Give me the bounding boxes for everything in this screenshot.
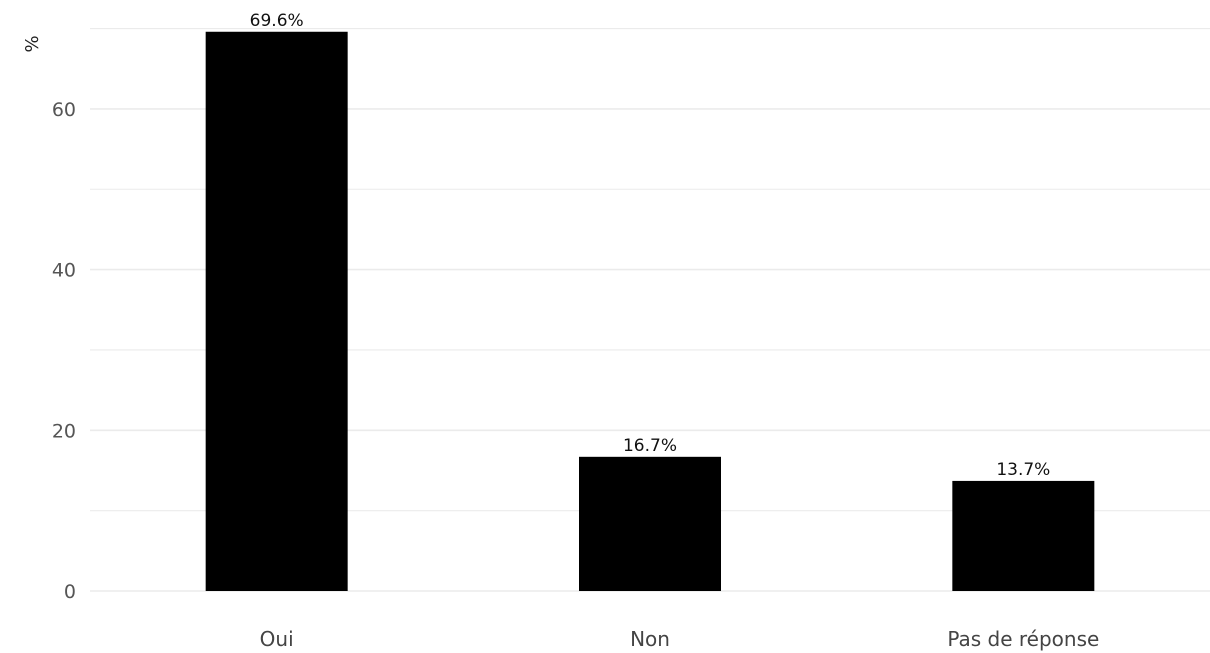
bars xyxy=(205,31,1095,592)
x-tick-label: Pas de réponse xyxy=(947,627,1099,651)
bar-value-label: 69.6% xyxy=(250,11,304,31)
x-axis-ticks: Oui Non Pas de réponse xyxy=(260,627,1100,651)
y-axis-label: % xyxy=(22,35,43,52)
x-tick-label: Oui xyxy=(260,627,294,651)
y-tick-label: 60 xyxy=(52,99,76,121)
y-tick-label: 40 xyxy=(52,260,76,282)
bar xyxy=(952,480,1095,591)
y-axis-ticks: 0 20 40 60 xyxy=(52,99,76,603)
x-tick-label: Non xyxy=(630,627,670,651)
y-tick-label: 0 xyxy=(64,581,76,603)
bar-value-label: 16.7% xyxy=(623,436,677,456)
bar-value-label: 13.7% xyxy=(996,460,1050,480)
bar xyxy=(579,456,721,591)
y-tick-label: 20 xyxy=(52,420,76,442)
bar xyxy=(205,31,348,592)
data-labels: 69.6% 16.7% 13.7% xyxy=(250,11,1051,480)
